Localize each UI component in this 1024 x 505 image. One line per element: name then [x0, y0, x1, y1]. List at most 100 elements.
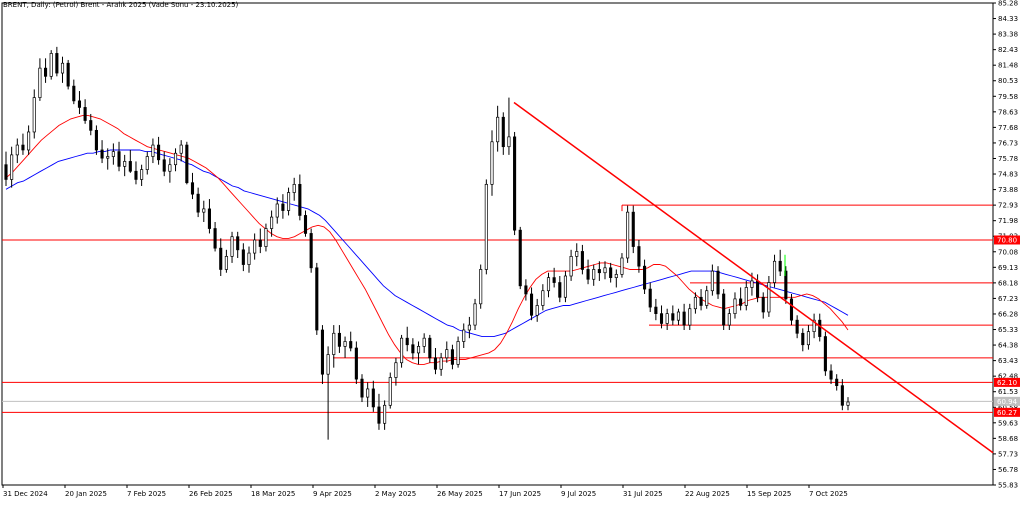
zone-layer — [333, 204, 993, 359]
y-tick-label: 55.83 — [998, 482, 1018, 490]
level-price-tag-label: 60.27 — [997, 409, 1017, 417]
candle-body — [518, 229, 522, 287]
candle-body — [168, 164, 172, 172]
candle-body — [710, 270, 714, 292]
candle-body — [134, 170, 138, 180]
level-price-tag-label: 62.10 — [997, 379, 1017, 387]
y-tick-label: 74.83 — [998, 171, 1018, 179]
x-tick-label: 31 Dec 2024 — [3, 490, 48, 498]
x-tick-label: 7 Oct 2025 — [809, 490, 848, 498]
candle-body — [744, 287, 748, 306]
candle-body — [287, 192, 291, 211]
candle-body — [467, 324, 471, 331]
candle-body — [795, 319, 799, 334]
candle-body — [631, 211, 635, 247]
y-tick-label: 76.73 — [998, 139, 1018, 147]
candle-body — [761, 296, 765, 313]
candle-body — [659, 313, 664, 324]
candle-body — [303, 215, 308, 234]
y-tick-label: 84.33 — [998, 15, 1018, 23]
y-tick-label: 78.63 — [998, 108, 1018, 116]
candle-body — [603, 267, 607, 274]
candle-body — [405, 337, 409, 346]
x-tick-label: 17 Jun 2025 — [499, 490, 541, 498]
x-tick-label: 2 May 2025 — [375, 490, 416, 498]
y-tick-label: 72.93 — [998, 202, 1018, 210]
candle-body — [552, 277, 556, 283]
candle-body — [258, 239, 262, 247]
candle-body — [716, 270, 720, 295]
candle-body — [665, 313, 669, 324]
candle-body — [162, 159, 166, 172]
candle-body — [620, 257, 624, 275]
candle-body — [693, 296, 697, 310]
candle-body — [688, 308, 692, 326]
candle-body — [298, 183, 302, 216]
candle-body — [450, 349, 454, 365]
candle-body — [179, 144, 183, 154]
candle-body — [626, 211, 630, 259]
candle-body — [812, 319, 816, 332]
candle-body — [21, 144, 25, 151]
x-tick-label: 26 Feb 2025 — [189, 490, 233, 498]
candle-body — [422, 337, 426, 347]
candle-body — [151, 144, 155, 157]
candle-body — [535, 305, 539, 316]
candle-body — [106, 156, 110, 159]
candle-body — [264, 228, 268, 247]
candle-body — [840, 385, 844, 406]
plot-border — [1, 2, 994, 486]
y-tick-label: 73.88 — [998, 186, 1018, 194]
candle-body — [501, 116, 505, 148]
candle-body — [569, 256, 573, 277]
ma-slow-line — [5, 149, 849, 338]
candle-body — [140, 169, 144, 180]
candle-body — [128, 161, 132, 172]
trendline — [513, 101, 994, 454]
candle-body — [100, 149, 104, 159]
candle-body — [586, 269, 590, 280]
candle-body — [575, 251, 579, 257]
current-price-tag-label: 60.94 — [997, 398, 1018, 406]
candle-body — [835, 378, 839, 387]
x-tick-label: 9 Apr 2025 — [313, 490, 352, 498]
candle-body — [377, 406, 381, 424]
candle-body — [727, 313, 731, 326]
y-tick-label: 77.68 — [998, 124, 1018, 132]
candle-body — [648, 288, 652, 308]
y-tick-label: 85.28 — [998, 0, 1018, 8]
x-tick-label: 31 Jul 2025 — [623, 490, 663, 498]
candle-body — [637, 246, 641, 267]
candle-body — [428, 337, 432, 359]
candle-body — [371, 388, 375, 408]
current-price-tag — [994, 396, 1020, 406]
y-axis: 85.28 84.33 83.38 82.43 81.48 80.53 79.58 78.63… — [993, 0, 1018, 490]
candle-body — [49, 53, 53, 77]
candle-body — [546, 277, 551, 292]
candle-body — [38, 67, 42, 98]
y-tick-label: 70.08 — [998, 248, 1018, 256]
candle-body — [27, 131, 31, 151]
candle-body — [213, 228, 217, 249]
candle-body — [207, 208, 211, 229]
candle-body — [32, 97, 36, 133]
candle-body — [490, 141, 494, 185]
candle-body — [394, 362, 398, 378]
y-tick-label: 69.13 — [998, 264, 1018, 272]
candle-body — [846, 401, 850, 406]
candle-body — [671, 313, 675, 321]
candle-body — [123, 161, 127, 167]
candle-body — [4, 164, 8, 180]
candle-body — [789, 298, 794, 321]
y-tick-label: 81.48 — [998, 62, 1018, 70]
candle-body — [558, 282, 562, 298]
y-tick-label: 63.43 — [998, 357, 1018, 365]
candle-body — [270, 216, 274, 229]
candle-body — [275, 203, 279, 218]
candle-body — [411, 344, 415, 354]
candle-body — [750, 280, 754, 288]
candle-body — [462, 329, 466, 342]
y-tick-label: 66.28 — [998, 310, 1018, 318]
candle-body — [60, 62, 65, 74]
